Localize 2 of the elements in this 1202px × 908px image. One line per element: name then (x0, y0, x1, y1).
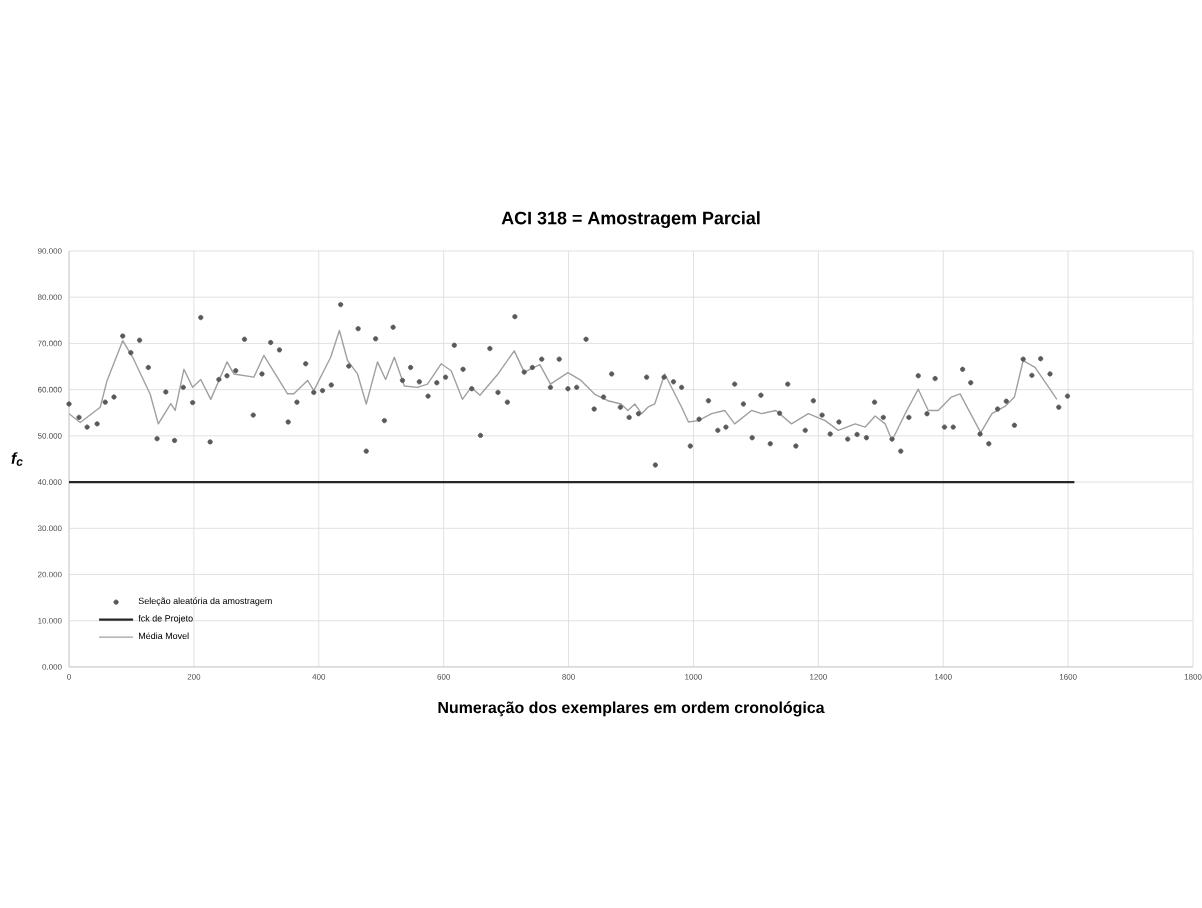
chart-title: ACI 318 = Amostragem Parcial (501, 211, 760, 229)
line-series (69, 329, 1058, 442)
